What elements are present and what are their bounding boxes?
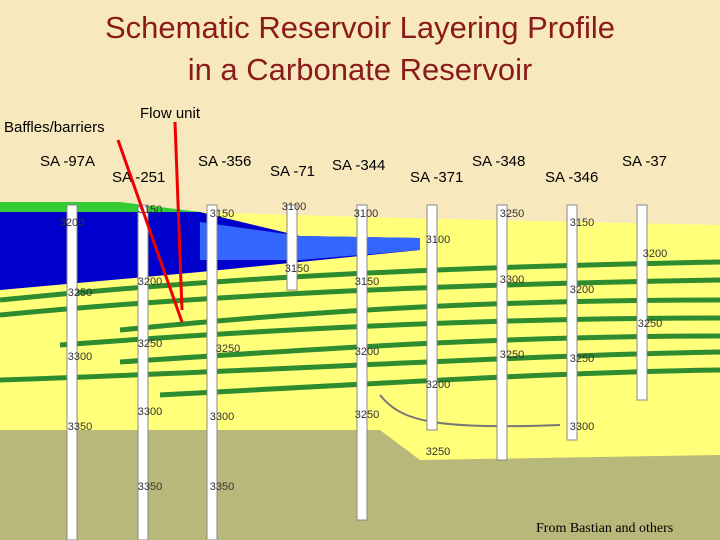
depth-label: 3300	[570, 421, 594, 433]
depth-label: 3350	[68, 421, 92, 433]
depth-label: 3300	[138, 406, 162, 418]
top-layer	[0, 202, 200, 212]
depth-label: 3100	[426, 234, 450, 246]
credit: From Bastian and others	[536, 521, 673, 536]
well-bore	[286, 204, 298, 291]
depth-label: 3300	[210, 411, 234, 423]
well-name: SA -71	[270, 163, 315, 180]
depth-label: 3150	[285, 263, 309, 275]
depth-label: 3250	[426, 446, 450, 458]
depth-label: 3350	[138, 481, 162, 493]
well-name: SA -371	[410, 169, 463, 186]
depth-label: 3300	[68, 351, 92, 363]
well-name: SA -37	[622, 153, 667, 170]
depth-label: 3250	[355, 409, 379, 421]
pointer-arrow	[116, 139, 184, 323]
depth-label: 3200	[570, 284, 594, 296]
depth-label: 3350	[210, 481, 234, 493]
well-name: SA -97A	[40, 153, 95, 170]
depth-label: 3200	[138, 276, 162, 288]
depth-label: 3250	[638, 318, 662, 330]
depth-label: 3200	[643, 248, 667, 260]
depth-label: 3150	[570, 217, 594, 229]
depth-label: 3250	[68, 287, 92, 299]
depth-label: 3250	[570, 353, 594, 365]
depth-label: 3250	[138, 338, 162, 350]
depth-label: 3150	[210, 208, 234, 220]
depth-label: 3300	[500, 274, 524, 286]
depth-label: 3100	[354, 208, 378, 220]
well-bore	[636, 204, 648, 401]
depth-label: 3150	[355, 276, 379, 288]
annotation: Flow unit	[140, 105, 201, 122]
well-name: SA -356	[198, 153, 251, 170]
depth-label: 3200	[355, 346, 379, 358]
depth-label: 3200	[60, 217, 84, 229]
depth-labels: 3200 3150 3150 3100 3100 3250 3150 3100 3200 3200…	[60, 201, 667, 493]
well-bore	[206, 204, 218, 540]
depth-label: 3250	[500, 349, 524, 361]
well-name: SA -348	[472, 153, 525, 170]
depth-label: 3250	[216, 343, 240, 355]
depth-label: 3100	[282, 201, 306, 213]
baffle-stripes	[0, 259, 720, 398]
well-bore	[496, 204, 508, 461]
title-line: Schematic Reservoir Layering Profile	[105, 10, 615, 45]
well-name: SA -346	[545, 169, 598, 186]
well-bore	[426, 204, 438, 431]
well-bore	[66, 204, 78, 540]
annotation: Baffles/barriers	[4, 119, 105, 136]
depth-label: 3200	[426, 379, 450, 391]
well-name: SA -251	[112, 169, 165, 186]
well-bore	[356, 204, 368, 521]
wells: SA -97A SA -251 SA -356 SA -71 SA -344 SA -37…	[40, 153, 667, 540]
well-name: SA -344	[332, 157, 385, 174]
well-bore	[566, 204, 578, 441]
depth-label: 3250	[500, 208, 524, 220]
title-line: in a Carbonate Reservoir	[188, 52, 533, 87]
well-bore	[137, 204, 149, 540]
pointer-arrow	[173, 121, 184, 311]
